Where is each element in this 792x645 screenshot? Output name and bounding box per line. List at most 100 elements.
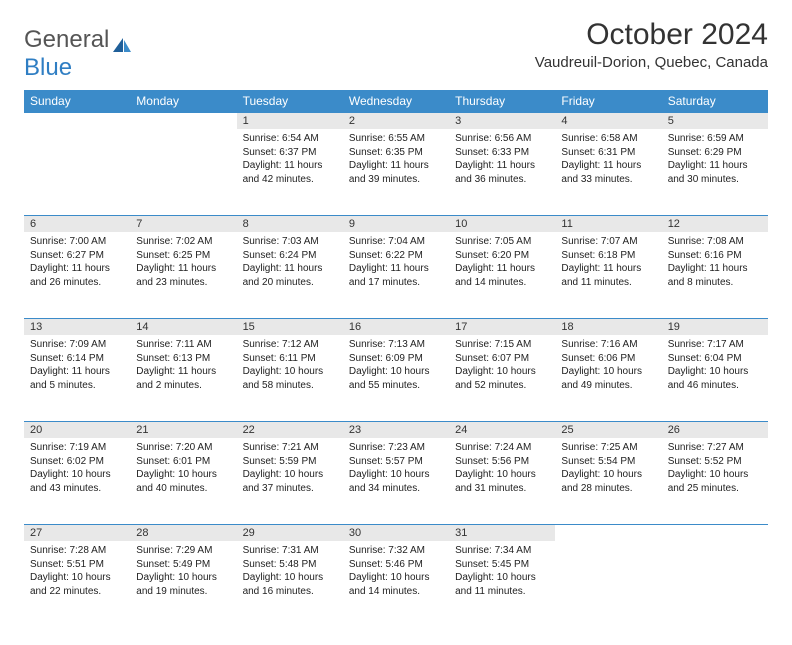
daylight-text: Daylight: 10 hours and 19 minutes. bbox=[136, 571, 230, 598]
sunrise-text: Sunrise: 6:56 AM bbox=[455, 132, 549, 146]
sunset-text: Sunset: 6:29 PM bbox=[668, 146, 762, 160]
day-cell-content bbox=[555, 541, 661, 627]
day-cell-content: Sunrise: 7:24 AMSunset: 5:56 PMDaylight:… bbox=[449, 438, 555, 524]
daylight-text: Daylight: 10 hours and 11 minutes. bbox=[455, 571, 549, 598]
daylight-text: Daylight: 10 hours and 31 minutes. bbox=[455, 468, 549, 495]
sunrise-text: Sunrise: 7:02 AM bbox=[136, 235, 230, 249]
day-number: 3 bbox=[449, 112, 555, 129]
day-cell-content bbox=[24, 129, 130, 215]
day-number: 13 bbox=[24, 318, 130, 335]
day-number: 22 bbox=[237, 421, 343, 438]
day-cell-number: 7 bbox=[130, 215, 236, 232]
daylight-text: Daylight: 10 hours and 25 minutes. bbox=[668, 468, 762, 495]
sunset-text: Sunset: 5:59 PM bbox=[243, 455, 337, 469]
day-cell-content: Sunrise: 7:17 AMSunset: 6:04 PMDaylight:… bbox=[662, 335, 768, 421]
sunrise-text: Sunrise: 7:00 AM bbox=[30, 235, 124, 249]
week-daynum-row: 6789101112 bbox=[24, 215, 768, 232]
location-text: Vaudreuil-Dorion, Quebec, Canada bbox=[535, 54, 768, 71]
sunset-text: Sunset: 6:22 PM bbox=[349, 249, 443, 263]
daylight-text: Daylight: 10 hours and 14 minutes. bbox=[349, 571, 443, 598]
day-cell-number: 9 bbox=[343, 215, 449, 232]
day-number: 15 bbox=[237, 318, 343, 335]
day-cell-number: 15 bbox=[237, 318, 343, 335]
day-content: Sunrise: 7:03 AMSunset: 6:24 PMDaylight:… bbox=[237, 232, 343, 295]
day-cell-content: Sunrise: 7:08 AMSunset: 6:16 PMDaylight:… bbox=[662, 232, 768, 318]
sunset-text: Sunset: 6:13 PM bbox=[136, 352, 230, 366]
daylight-text: Daylight: 10 hours and 43 minutes. bbox=[30, 468, 124, 495]
header: GeneralBlue October 2024 Vaudreuil-Dorio… bbox=[24, 18, 768, 82]
day-content: Sunrise: 7:25 AMSunset: 5:54 PMDaylight:… bbox=[555, 438, 661, 501]
sunset-text: Sunset: 6:20 PM bbox=[455, 249, 549, 263]
sunrise-text: Sunrise: 7:24 AM bbox=[455, 441, 549, 455]
day-cell-number: 18 bbox=[555, 318, 661, 335]
sunset-text: Sunset: 6:31 PM bbox=[561, 146, 655, 160]
day-number: 28 bbox=[130, 524, 236, 541]
day-content: Sunrise: 7:27 AMSunset: 5:52 PMDaylight:… bbox=[662, 438, 768, 501]
sunrise-text: Sunrise: 7:29 AM bbox=[136, 544, 230, 558]
day-number: 11 bbox=[555, 215, 661, 232]
day-number: 18 bbox=[555, 318, 661, 335]
day-cell-content: Sunrise: 7:02 AMSunset: 6:25 PMDaylight:… bbox=[130, 232, 236, 318]
sunset-text: Sunset: 6:11 PM bbox=[243, 352, 337, 366]
day-cell-number: 1 bbox=[237, 112, 343, 129]
daylight-text: Daylight: 11 hours and 36 minutes. bbox=[455, 159, 549, 186]
day-content: Sunrise: 7:11 AMSunset: 6:13 PMDaylight:… bbox=[130, 335, 236, 398]
day-content: Sunrise: 7:02 AMSunset: 6:25 PMDaylight:… bbox=[130, 232, 236, 295]
day-number bbox=[662, 524, 768, 541]
day-number: 4 bbox=[555, 112, 661, 129]
day-content: Sunrise: 7:21 AMSunset: 5:59 PMDaylight:… bbox=[237, 438, 343, 501]
sunset-text: Sunset: 6:16 PM bbox=[668, 249, 762, 263]
sunrise-text: Sunrise: 7:20 AM bbox=[136, 441, 230, 455]
sunrise-text: Sunrise: 6:58 AM bbox=[561, 132, 655, 146]
day-number: 5 bbox=[662, 112, 768, 129]
day-content: Sunrise: 7:23 AMSunset: 5:57 PMDaylight:… bbox=[343, 438, 449, 501]
daylight-text: Daylight: 11 hours and 26 minutes. bbox=[30, 262, 124, 289]
daylight-text: Daylight: 10 hours and 16 minutes. bbox=[243, 571, 337, 598]
week-content-row: Sunrise: 7:09 AMSunset: 6:14 PMDaylight:… bbox=[24, 335, 768, 421]
day-number: 8 bbox=[237, 215, 343, 232]
day-content: Sunrise: 7:32 AMSunset: 5:46 PMDaylight:… bbox=[343, 541, 449, 604]
weekday-header: Sunday bbox=[24, 90, 130, 112]
day-cell-number: 11 bbox=[555, 215, 661, 232]
daylight-text: Daylight: 10 hours and 46 minutes. bbox=[668, 365, 762, 392]
day-number: 24 bbox=[449, 421, 555, 438]
day-content: Sunrise: 7:29 AMSunset: 5:49 PMDaylight:… bbox=[130, 541, 236, 604]
sunrise-text: Sunrise: 7:28 AM bbox=[30, 544, 124, 558]
sunset-text: Sunset: 5:51 PM bbox=[30, 558, 124, 572]
day-cell-number: 24 bbox=[449, 421, 555, 438]
day-cell-content: Sunrise: 7:16 AMSunset: 6:06 PMDaylight:… bbox=[555, 335, 661, 421]
day-cell-content: Sunrise: 7:20 AMSunset: 6:01 PMDaylight:… bbox=[130, 438, 236, 524]
sunrise-text: Sunrise: 6:54 AM bbox=[243, 132, 337, 146]
day-number: 17 bbox=[449, 318, 555, 335]
day-cell-number: 28 bbox=[130, 524, 236, 541]
title-block: October 2024 Vaudreuil-Dorion, Quebec, C… bbox=[535, 18, 768, 71]
day-content: Sunrise: 7:12 AMSunset: 6:11 PMDaylight:… bbox=[237, 335, 343, 398]
daylight-text: Daylight: 11 hours and 14 minutes. bbox=[455, 262, 549, 289]
day-content: Sunrise: 6:55 AMSunset: 6:35 PMDaylight:… bbox=[343, 129, 449, 192]
day-cell-number: 26 bbox=[662, 421, 768, 438]
day-content bbox=[24, 129, 130, 138]
sunrise-text: Sunrise: 7:21 AM bbox=[243, 441, 337, 455]
weekday-header: Tuesday bbox=[237, 90, 343, 112]
day-cell-number: 6 bbox=[24, 215, 130, 232]
day-content: Sunrise: 7:17 AMSunset: 6:04 PMDaylight:… bbox=[662, 335, 768, 398]
sunrise-text: Sunrise: 7:34 AM bbox=[455, 544, 549, 558]
week-content-row: Sunrise: 7:00 AMSunset: 6:27 PMDaylight:… bbox=[24, 232, 768, 318]
day-cell-content: Sunrise: 7:13 AMSunset: 6:09 PMDaylight:… bbox=[343, 335, 449, 421]
month-title: October 2024 bbox=[535, 18, 768, 52]
daylight-text: Daylight: 10 hours and 49 minutes. bbox=[561, 365, 655, 392]
daylight-text: Daylight: 10 hours and 22 minutes. bbox=[30, 571, 124, 598]
day-content: Sunrise: 7:34 AMSunset: 5:45 PMDaylight:… bbox=[449, 541, 555, 604]
day-content: Sunrise: 7:16 AMSunset: 6:06 PMDaylight:… bbox=[555, 335, 661, 398]
week-content-row: Sunrise: 7:28 AMSunset: 5:51 PMDaylight:… bbox=[24, 541, 768, 627]
sunset-text: Sunset: 5:48 PM bbox=[243, 558, 337, 572]
day-number: 31 bbox=[449, 524, 555, 541]
day-number: 10 bbox=[449, 215, 555, 232]
day-cell-content: Sunrise: 6:59 AMSunset: 6:29 PMDaylight:… bbox=[662, 129, 768, 215]
sunset-text: Sunset: 5:45 PM bbox=[455, 558, 549, 572]
daylight-text: Daylight: 10 hours and 55 minutes. bbox=[349, 365, 443, 392]
day-cell-number: 2 bbox=[343, 112, 449, 129]
day-cell-number bbox=[662, 524, 768, 541]
sunrise-text: Sunrise: 7:31 AM bbox=[243, 544, 337, 558]
day-cell-number bbox=[24, 112, 130, 129]
